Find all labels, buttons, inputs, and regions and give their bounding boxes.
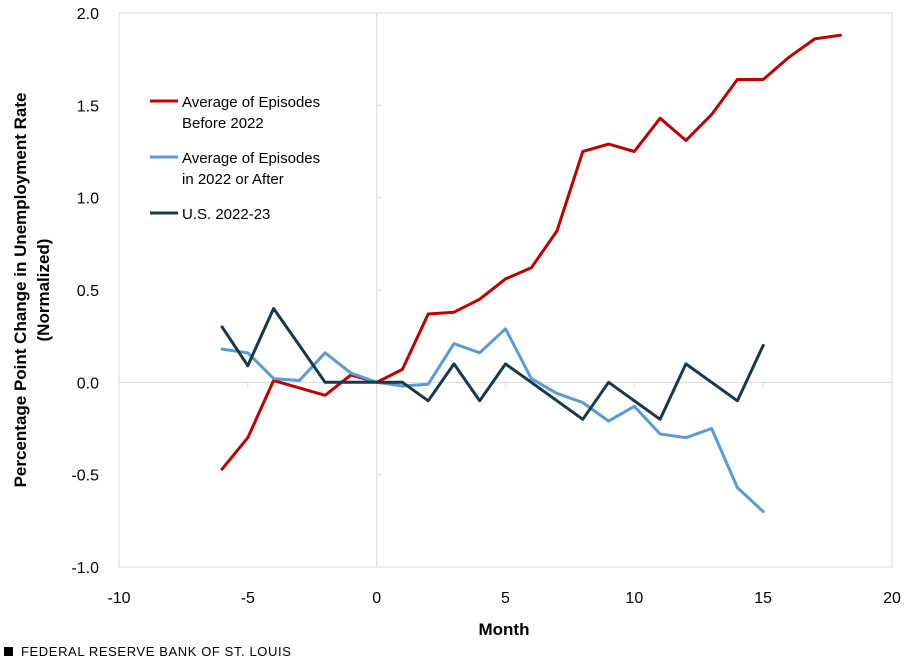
legend-label-3: U.S. 2022-23 (182, 206, 270, 223)
y-tick-label: -1.0 (71, 560, 99, 577)
x-tick-label: 5 (501, 590, 510, 607)
y-tick-labels: -1.0 -0.5 0.0 0.5 1.0 1.5 2.0 (71, 6, 99, 577)
legend-label-2: Average of Episodes (182, 150, 320, 167)
x-tick-label: 20 (883, 590, 901, 607)
x-tick-label: -10 (107, 590, 130, 607)
legend: Average of Episodes Before 2022 Average of… (150, 94, 320, 223)
series-line-1 (220, 33, 842, 471)
footer-square-icon (4, 647, 13, 656)
plot-frame (118, 12, 893, 568)
legend-label-1-line2: Before 2022 (182, 115, 264, 132)
series-line-3 (220, 307, 765, 421)
y-tick-label: 0.0 (77, 375, 99, 392)
x-tick-labels: -10 -5 0 5 10 15 20 (107, 590, 901, 607)
x-tick-label: 15 (754, 590, 772, 607)
footer-source-text: FEDERAL RESERVE BANK OF ST. LOUIS (21, 644, 292, 659)
y-axis-title-line1: Percentage Point Change in Unemployment … (11, 93, 30, 488)
x-tick-label: 10 (625, 590, 643, 607)
x-tick-label: -5 (241, 590, 255, 607)
source-footer: FEDERAL RESERVE BANK OF ST. LOUIS (4, 644, 291, 659)
y-tick-label: 1.5 (77, 98, 99, 115)
y-tick-label: 0.5 (77, 283, 99, 300)
series-line-2 (220, 327, 765, 514)
y-tick-label: 1.0 (77, 191, 99, 208)
x-tick-label: 0 (372, 590, 381, 607)
y-tick-label: -0.5 (71, 468, 99, 485)
y-axis-title-line2: (Normalized) (34, 239, 53, 342)
legend-label-2-line2: in 2022 or After (182, 171, 284, 188)
legend-label-1: Average of Episodes (182, 94, 320, 111)
series-lines (220, 33, 842, 514)
x-axis-title: Month (479, 620, 530, 639)
line-chart: -10 -5 0 5 10 15 20 -1.0 -0.5 0.0 0.5 1.0 1.5 2.0 Av… (11, 6, 901, 639)
y-tick-label: 2.0 (77, 6, 99, 23)
